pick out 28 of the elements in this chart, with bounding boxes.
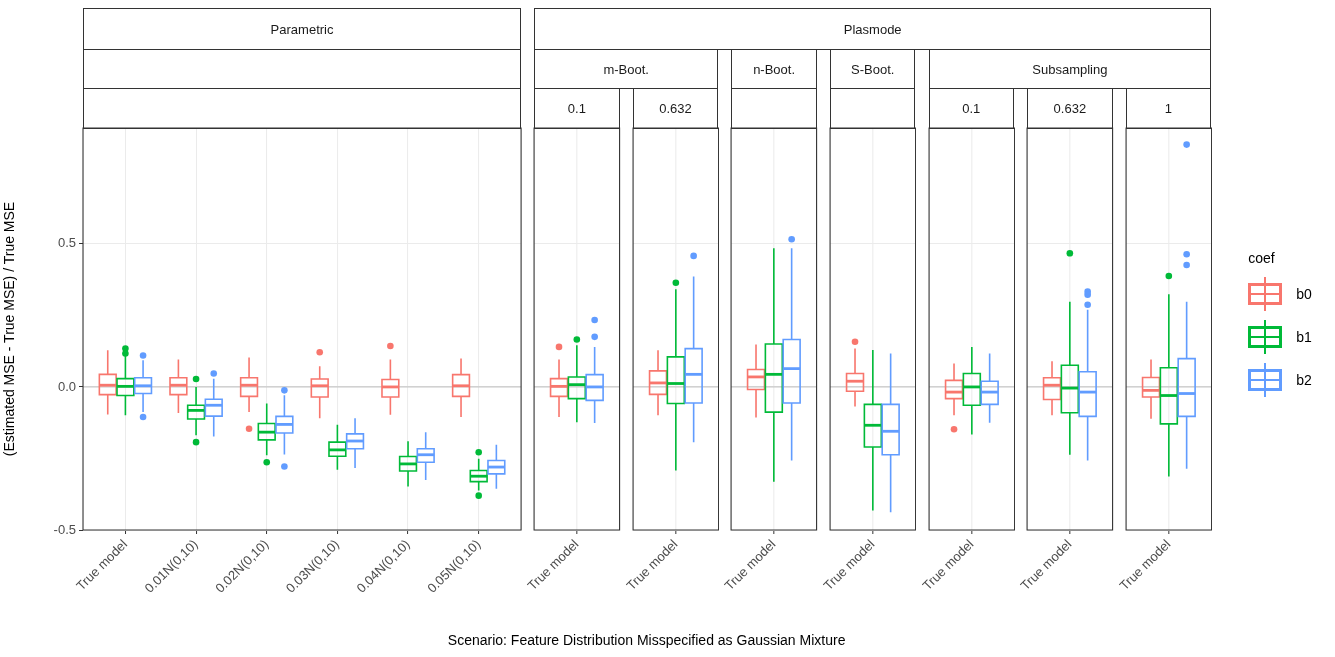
y-tick-label: 0.0 — [57, 378, 77, 394]
header-box: 1 — [1125, 88, 1212, 129]
header-box: 0.632 — [632, 88, 719, 129]
chart-title: Parametric — [270, 21, 334, 37]
legend-label: b0 — [1296, 285, 1312, 302]
header-box: 0.1 — [928, 88, 1015, 129]
y-tick-label: -0.5 — [53, 521, 77, 537]
y-axis-title: (Estimated MSE - True MSE) / True MSE — [1, 201, 18, 457]
legend-label: b1 — [1296, 328, 1312, 345]
chart-title: 0.1 — [567, 101, 586, 116]
header-box: 0.632 — [1027, 88, 1113, 129]
header-box: Plasmode — [534, 8, 1212, 50]
chart-title: 1 — [1164, 101, 1173, 116]
header-box: Parametric — [83, 8, 522, 50]
chart-title: 0.632 — [659, 101, 692, 116]
header-box: m-Boot. — [534, 49, 719, 89]
header-box: 0.1 — [534, 88, 620, 129]
chart-title: n-Boot. — [753, 61, 796, 77]
chart-title: 0.632 — [1053, 101, 1087, 116]
header-box: Subsampling — [928, 49, 1212, 89]
legend-title: coef — [1248, 250, 1276, 266]
chart-title: S-Boot. — [851, 61, 895, 77]
header-box: S-Boot. — [829, 49, 916, 89]
y-tick-label: 0.5 — [57, 235, 77, 251]
x-axis-title: Scenario: Feature Distribution Misspecified as Gaussian Mixture — [446, 632, 847, 648]
header-box: n-Boot. — [731, 49, 817, 89]
chart-title: 0.1 — [962, 101, 981, 116]
legend-label: b2 — [1296, 371, 1312, 388]
